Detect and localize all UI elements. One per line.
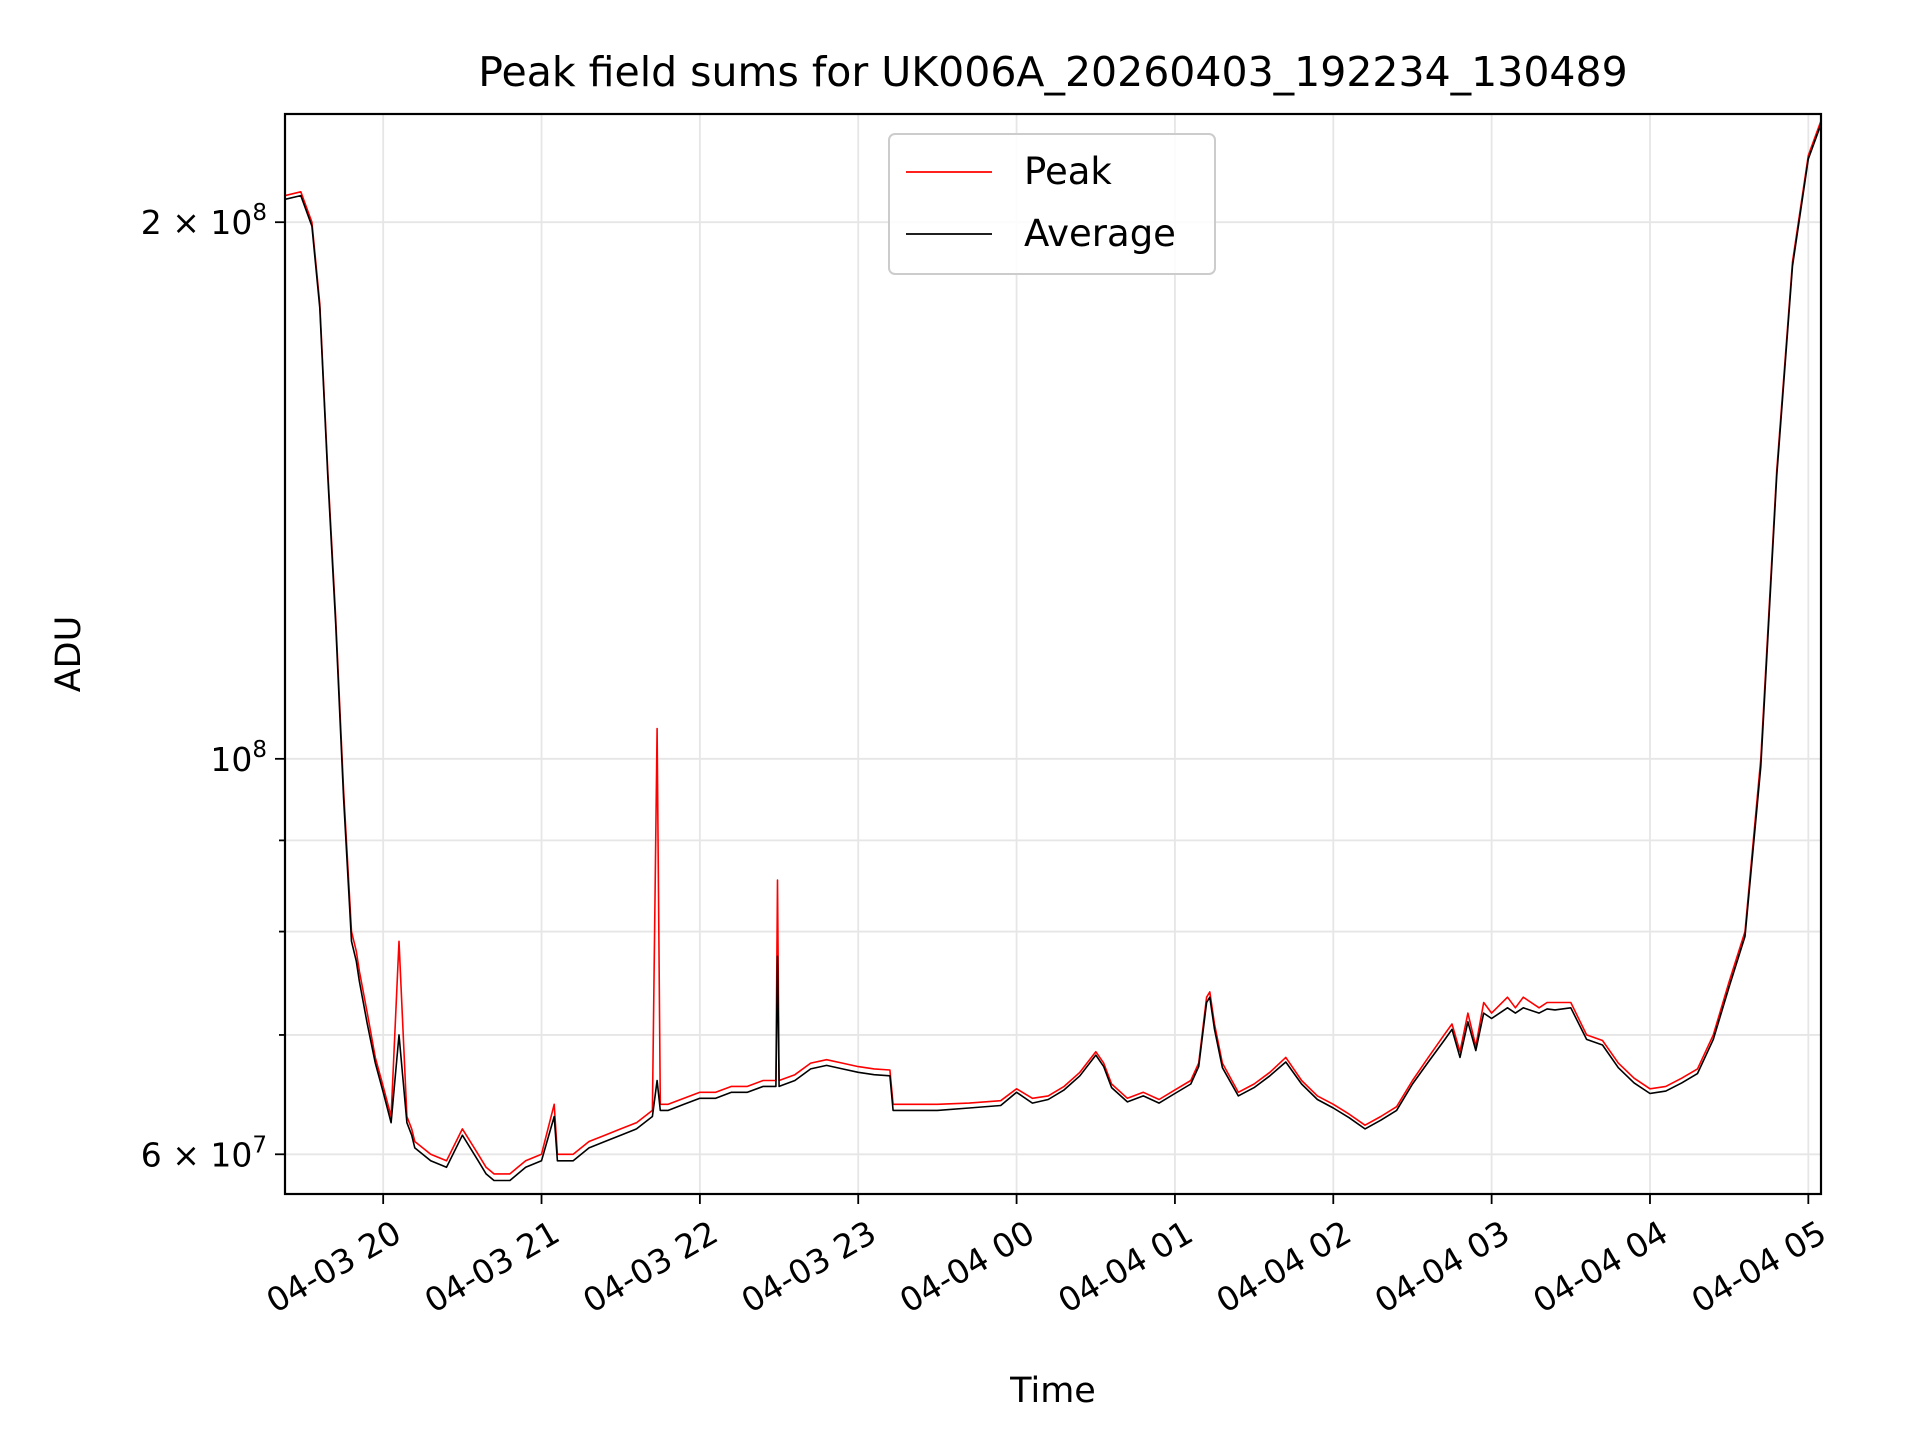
series-layer (285, 120, 1821, 1182)
grid-layer (285, 114, 1821, 1194)
plot-frame (283, 112, 1823, 1196)
x-axis-label: Time (1009, 1371, 1096, 1411)
legend: Peak Average (888, 133, 1216, 275)
y-tick-label: 6 × 107 (141, 1132, 267, 1174)
legend-average-label: Average (1024, 212, 1176, 255)
series-line-peak (285, 120, 1821, 1175)
y-axis-label: ADU (49, 616, 89, 693)
series-line-average (285, 123, 1821, 1182)
y-tick-label: 2 × 108 (141, 200, 267, 242)
chart-title: Peak field sums for UK006A_20260403_1922… (478, 48, 1627, 96)
legend-box (888, 133, 1216, 275)
legend-peak-label: Peak (1024, 150, 1112, 193)
y-tick-label: 108 (210, 737, 267, 779)
